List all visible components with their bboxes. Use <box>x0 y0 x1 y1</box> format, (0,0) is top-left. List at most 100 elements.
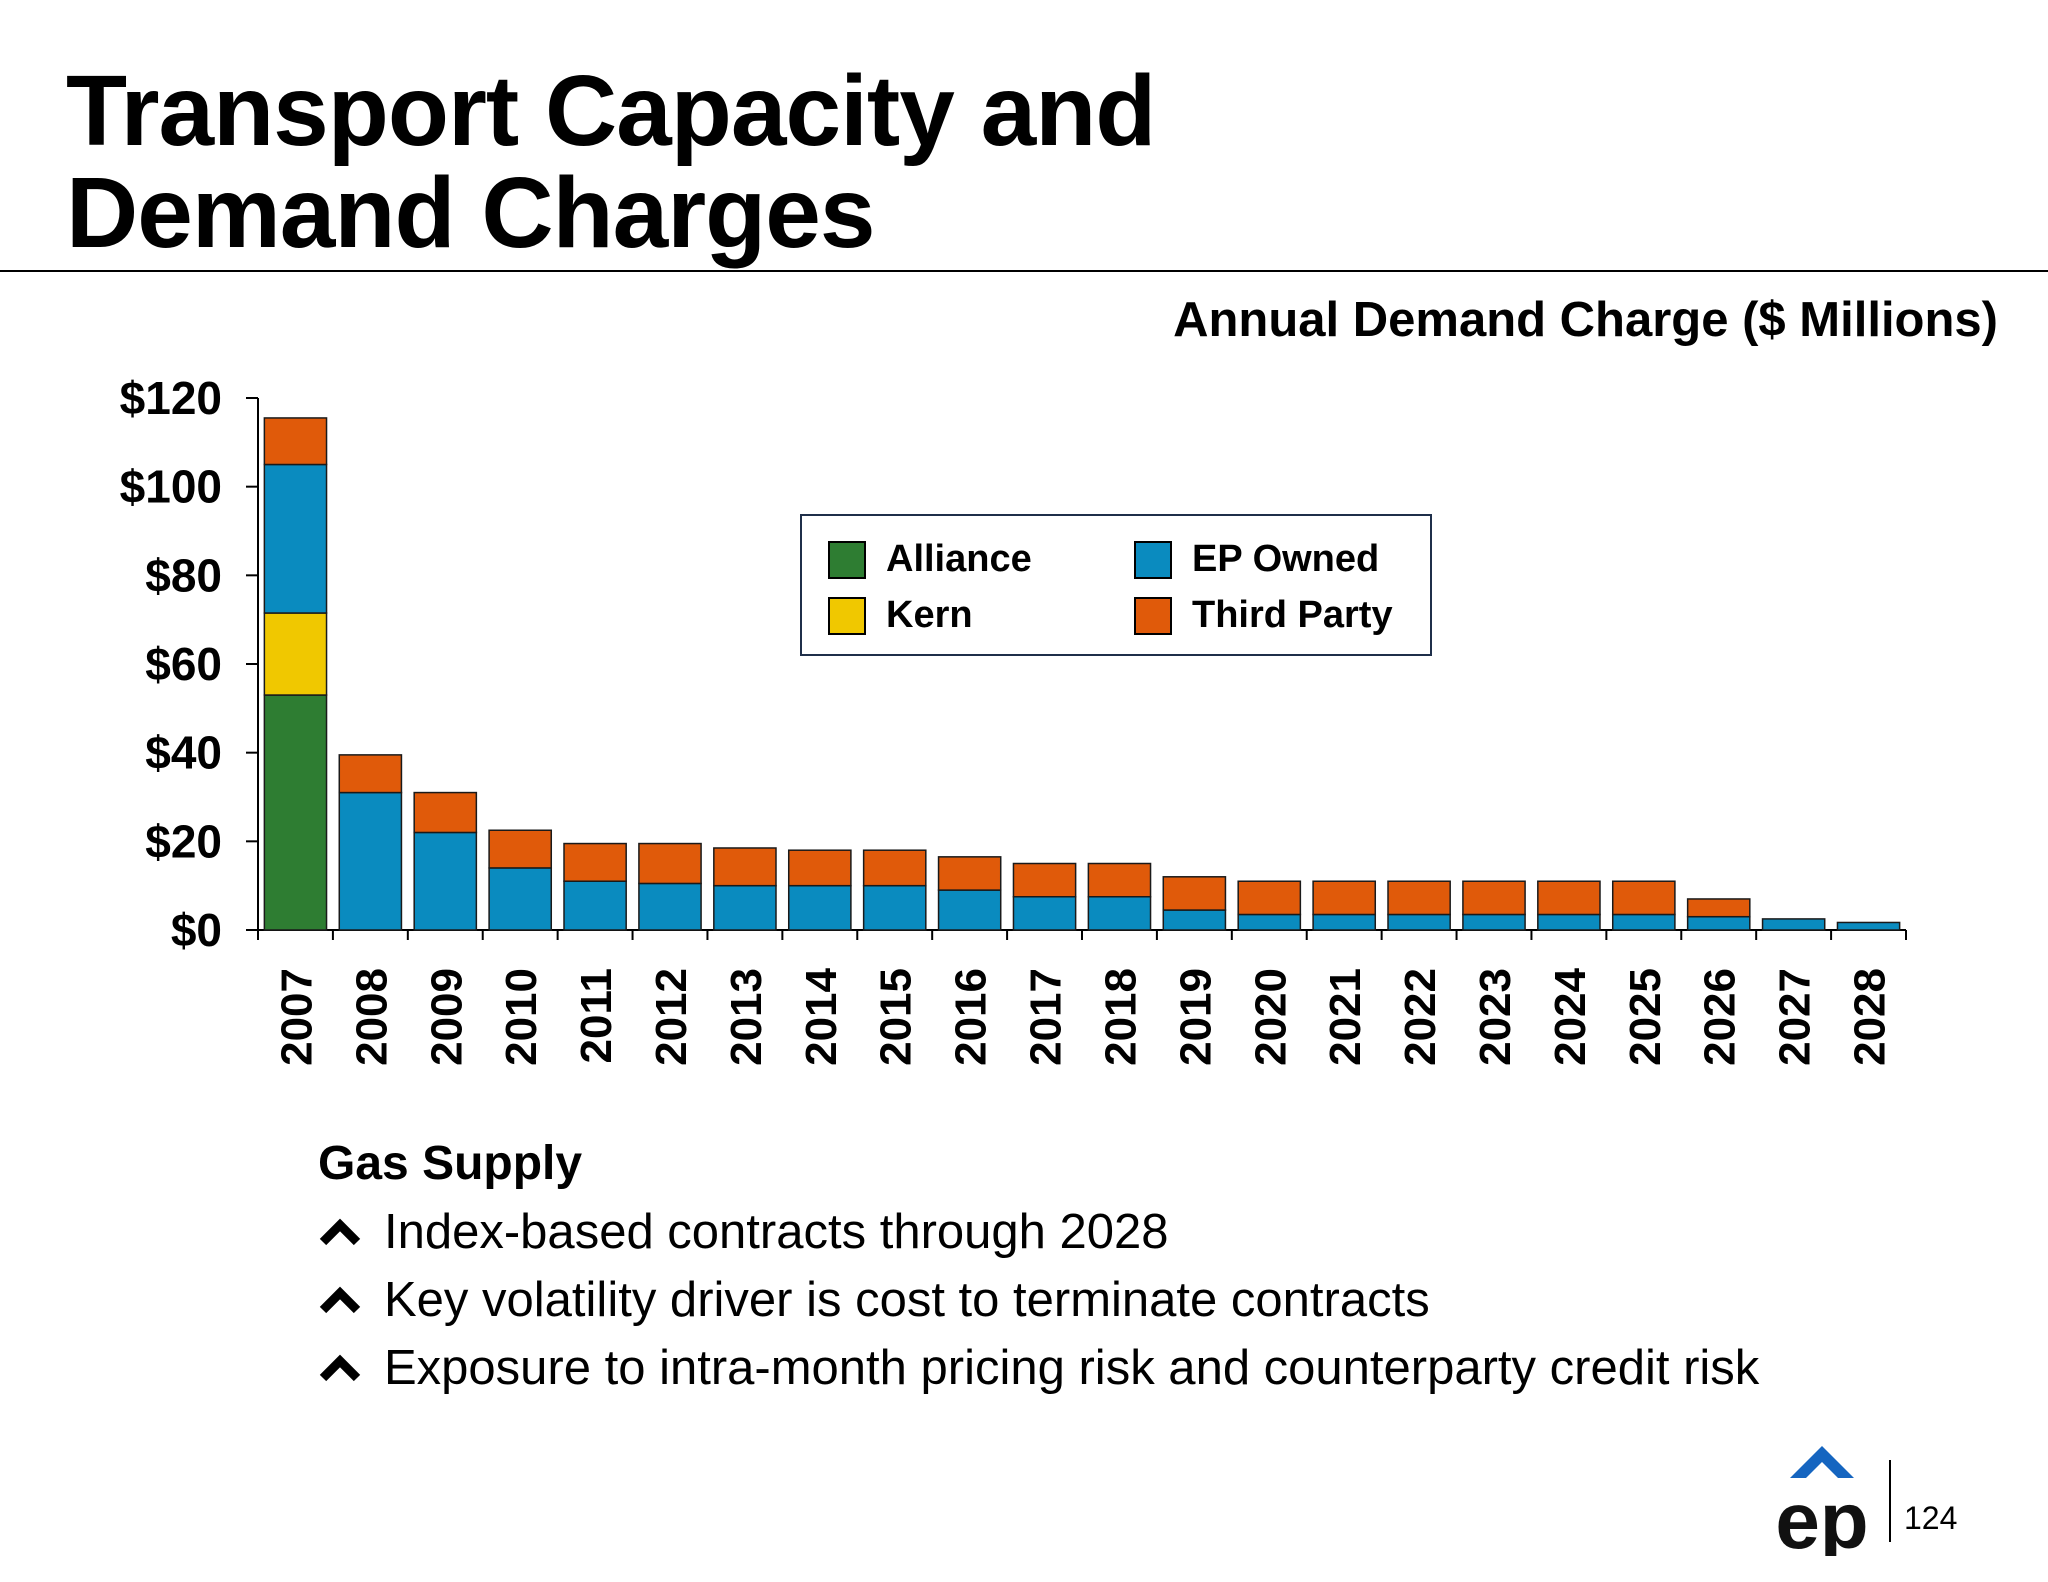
x-tick-label: 2026 <box>1696 968 1745 1066</box>
bar-segment-third-party-2025 <box>1611 880 1676 916</box>
bar-segment-third-party-2019 <box>1162 876 1227 911</box>
bar-segment-third-party-2011 <box>563 842 627 882</box>
chevron-up-icon <box>319 1354 361 1382</box>
x-tick-label: 2023 <box>1471 968 1520 1066</box>
bar-segment-third-party-2020 <box>1237 880 1302 916</box>
logo-text: ep <box>1775 1476 1868 1556</box>
bar-segment-ep-owned-2008 <box>338 791 403 931</box>
x-tick-label: 2010 <box>497 968 546 1066</box>
bar-segment-third-party-2021 <box>1312 880 1377 916</box>
bullet-item: Index-based contracts through 2028 <box>318 1198 1759 1266</box>
x-tick-label: 2022 <box>1396 968 1445 1066</box>
x-tick-label: 2028 <box>1846 968 1895 1066</box>
slide-title: Transport Capacity and Demand Charges <box>66 60 1156 264</box>
y-axis: $0 $20 $40 $60 $80 $100 $120 <box>120 372 259 956</box>
y-tick-label: $20 <box>145 815 222 867</box>
x-tick-label: 2027 <box>1771 968 1820 1066</box>
bar-segment-ep-owned-2028 <box>1836 921 1901 931</box>
y-tick-label: $120 <box>120 372 222 424</box>
chart-legend: Alliance Kern EP Owned Third Party <box>800 514 1432 656</box>
chart-title: Annual Demand Charge ($ Millions) <box>1173 293 1998 347</box>
legend-item-ep-owned: EP Owned <box>1134 538 1379 581</box>
x-tick-label: 2013 <box>722 968 771 1066</box>
legend-swatch-third-party <box>1134 596 1172 635</box>
company-logo: ep <box>1775 1446 1869 1556</box>
bar-segment-third-party-2016 <box>937 856 1002 891</box>
bar-segment-ep-owned-2023 <box>1462 913 1526 931</box>
bar-segment-third-party-2015 <box>862 849 927 887</box>
bar-segment-ep-owned-2017 <box>1012 896 1077 931</box>
bar-segment-third-party-2018 <box>1087 862 1152 898</box>
legend-item-third-party: Third Party <box>1134 594 1393 637</box>
bar-segment-ep-owned-2027 <box>1761 918 1826 931</box>
bar-segment-third-party-2024 <box>1537 880 1601 916</box>
bar-segment-ep-owned-2020 <box>1237 913 1302 931</box>
bar-segment-ep-owned-2026 <box>1686 915 1751 931</box>
y-tick-label: $80 <box>145 549 222 601</box>
bar-series-group <box>263 417 1901 931</box>
x-tick-label: 2018 <box>1096 968 1145 1066</box>
x-axis: 2007 2008 2009 2010 2011 2012 2013 2014 2015 2016… <box>257 929 1907 1066</box>
title-divider <box>0 270 2048 272</box>
legend-swatch-kern <box>828 596 866 635</box>
bar-segment-ep-owned-2025 <box>1611 913 1676 931</box>
x-tick-label: 2016 <box>947 968 996 1066</box>
bar-segment-ep-owned-2024 <box>1537 913 1601 931</box>
bar-segment-kern-2007 <box>263 612 328 696</box>
page-number: 124 <box>1904 1500 1958 1536</box>
gas-supply-heading: Gas Supply <box>318 1137 583 1190</box>
bullet-text: Index-based contracts through 2028 <box>384 1205 1169 1259</box>
bar-segment-third-party-2017 <box>1012 862 1077 898</box>
legend-swatch-ep-owned <box>1134 540 1172 579</box>
x-tick-label: 2020 <box>1246 968 1295 1066</box>
bar-segment-ep-owned-2015 <box>862 884 927 931</box>
bar-segment-ep-owned-2007 <box>263 463 328 614</box>
bar-segment-ep-owned-2013 <box>713 884 777 931</box>
bar-segment-ep-owned-2014 <box>787 884 852 931</box>
bar-segment-ep-owned-2016 <box>937 889 1002 931</box>
bar-segment-ep-owned-2012 <box>638 882 702 931</box>
x-tick-label: 2007 <box>272 968 321 1066</box>
stacked-bar-chart: $0 $20 $40 $60 $80 $100 $120 2007 2008 2009 2010 2… <box>120 372 1907 1066</box>
bar-segment-third-party-2014 <box>787 849 852 887</box>
x-tick-label: 2014 <box>797 967 846 1065</box>
bar-segment-ep-owned-2010 <box>488 867 553 931</box>
legend-label-third-party: Third Party <box>1192 594 1393 636</box>
x-tick-label: 2019 <box>1171 968 1220 1066</box>
x-tick-label: 2008 <box>347 968 396 1066</box>
y-tick-label: $60 <box>145 638 222 690</box>
y-tick-label: $40 <box>145 727 222 779</box>
bullet-text: Exposure to intra-month pricing risk and… <box>384 1341 1760 1395</box>
x-tick-label: 2021 <box>1321 968 1370 1066</box>
x-tick-label: 2009 <box>422 968 471 1066</box>
logo-roof-icon <box>1790 1446 1854 1478</box>
x-tick-label: 2015 <box>872 968 921 1066</box>
y-tick-label: $100 <box>120 461 222 513</box>
bar-segment-third-party-2012 <box>638 842 702 885</box>
x-tick-label: 2017 <box>1022 968 1071 1066</box>
legend-label-alliance: Alliance <box>886 538 1032 580</box>
legend-label-kern: Kern <box>886 594 973 636</box>
bar-segment-third-party-2023 <box>1462 880 1526 916</box>
bar-segment-third-party-2022 <box>1387 880 1451 916</box>
bar-segment-ep-owned-2018 <box>1087 896 1152 931</box>
bar-segment-ep-owned-2009 <box>413 831 478 931</box>
legend-item-kern: Kern <box>828 594 973 637</box>
bar-segment-third-party-2009 <box>413 791 478 834</box>
x-tick-label: 2011 <box>572 968 621 1063</box>
bar-segment-third-party-2026 <box>1686 898 1751 918</box>
gas-supply-bullets: Index-based contracts through 2028 Key v… <box>318 1198 1759 1402</box>
bar-segment-ep-owned-2011 <box>563 880 627 931</box>
legend-item-alliance: Alliance <box>828 538 1032 581</box>
bar-segment-third-party-2008 <box>338 754 403 794</box>
bullet-item: Key volatility driver is cost to termina… <box>318 1266 1759 1334</box>
logo-separator <box>1889 1460 1891 1542</box>
bullet-item: Exposure to intra-month pricing risk and… <box>318 1334 1759 1402</box>
chevron-up-icon <box>319 1286 361 1314</box>
slide-title-line2: Demand Charges <box>66 157 875 269</box>
bar-segment-alliance-2007 <box>263 694 328 931</box>
y-tick-label: $0 <box>171 904 222 956</box>
bar-segment-ep-owned-2021 <box>1312 913 1377 931</box>
slide-title-line1: Transport Capacity and <box>66 55 1156 167</box>
bar-segment-ep-owned-2019 <box>1162 909 1227 931</box>
